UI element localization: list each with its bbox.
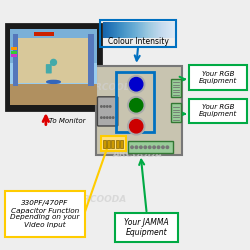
Circle shape [128,118,145,135]
Circle shape [50,60,56,65]
FancyBboxPatch shape [189,66,247,90]
Circle shape [130,98,143,112]
Ellipse shape [47,80,60,83]
Circle shape [157,146,160,148]
Circle shape [128,76,145,93]
FancyBboxPatch shape [10,28,97,105]
FancyBboxPatch shape [6,24,101,110]
Circle shape [110,117,111,118]
Circle shape [110,106,111,107]
Circle shape [130,120,143,133]
Circle shape [101,117,102,118]
FancyBboxPatch shape [103,140,106,148]
FancyBboxPatch shape [34,32,54,36]
Circle shape [140,146,142,148]
FancyBboxPatch shape [171,104,181,122]
Text: Your RGB
Equipment: Your RGB Equipment [199,104,237,117]
Circle shape [130,78,143,91]
Text: To Monitor: To Monitor [49,118,85,124]
FancyBboxPatch shape [107,140,110,148]
FancyBboxPatch shape [120,140,123,148]
Circle shape [101,106,102,107]
Circle shape [148,146,151,148]
FancyBboxPatch shape [128,141,173,153]
Text: Colour Intensity: Colour Intensity [108,38,168,46]
FancyBboxPatch shape [112,140,114,148]
FancyBboxPatch shape [46,64,52,74]
Circle shape [144,146,146,148]
Circle shape [106,106,108,107]
Circle shape [104,117,105,118]
FancyBboxPatch shape [101,136,126,152]
FancyBboxPatch shape [171,79,181,97]
FancyBboxPatch shape [88,34,94,86]
Text: ARCOODA: ARCOODA [88,84,139,92]
FancyBboxPatch shape [189,99,247,123]
Circle shape [104,106,105,107]
FancyBboxPatch shape [11,51,17,53]
Circle shape [162,146,164,148]
FancyBboxPatch shape [115,213,178,242]
Circle shape [128,96,145,114]
FancyBboxPatch shape [96,66,182,155]
Text: Your JAMMA
Equipment: Your JAMMA Equipment [124,218,169,237]
FancyBboxPatch shape [11,54,17,57]
Circle shape [166,146,168,148]
FancyBboxPatch shape [98,97,118,126]
Circle shape [131,146,133,148]
FancyBboxPatch shape [5,191,85,237]
Circle shape [106,117,108,118]
Text: ARCOODA: ARCOODA [76,195,126,204]
Circle shape [112,117,114,118]
FancyBboxPatch shape [116,140,118,148]
Circle shape [153,146,155,148]
FancyBboxPatch shape [11,47,17,50]
FancyBboxPatch shape [10,28,97,63]
Text: ARCOODA: ARCOODA [113,150,163,159]
FancyBboxPatch shape [13,34,18,86]
Text: Your RGB
Equipment: Your RGB Equipment [199,71,237,84]
Text: 330PF/470PF
Capacitor Function
Depending on your
Video Input: 330PF/470PF Capacitor Function Depending… [10,200,80,228]
FancyBboxPatch shape [10,84,97,105]
Circle shape [135,146,138,148]
FancyBboxPatch shape [12,38,94,84]
